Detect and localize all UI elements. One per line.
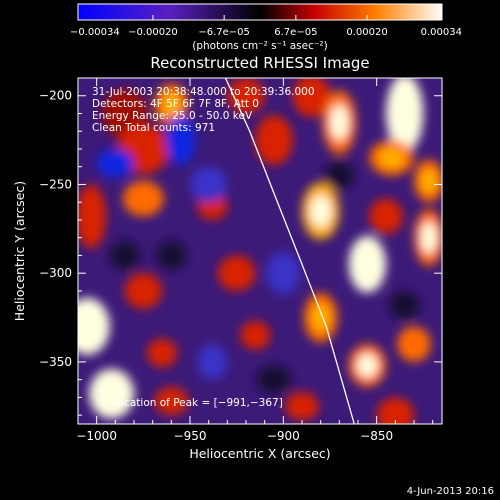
heat-blob bbox=[369, 198, 403, 235]
heat-blob-core bbox=[357, 248, 378, 280]
heat-blob bbox=[96, 148, 134, 178]
heat-blob-core bbox=[379, 148, 404, 168]
colorbar bbox=[77, 3, 443, 21]
heat-blob bbox=[324, 161, 355, 190]
heat-blob-core bbox=[330, 104, 349, 140]
heat-blob bbox=[190, 166, 228, 203]
annotation-energy: Energy Range: 25.0 - 50.0 keV bbox=[92, 110, 253, 122]
annotation-method: Clean Total counts: 971 bbox=[92, 122, 215, 134]
colorbar-tick-label: −6.7e−05 bbox=[198, 27, 250, 38]
heat-blob bbox=[240, 321, 271, 350]
heat-blob bbox=[197, 344, 228, 380]
heat-blob bbox=[227, 78, 265, 114]
y-axis-title: Heliocentric Y (arcsec) bbox=[12, 181, 27, 321]
heat-blob bbox=[154, 386, 189, 416]
heat-blob-core bbox=[99, 380, 124, 408]
heat-blob bbox=[147, 338, 177, 368]
heatmap-image bbox=[78, 78, 442, 424]
heat-blob bbox=[389, 290, 420, 320]
colorbar-tick-label: 0.00020 bbox=[346, 27, 387, 38]
colorbar-tick-label: 6.7e−05 bbox=[274, 27, 317, 38]
heat-blob bbox=[397, 326, 431, 362]
heat-blob-core bbox=[78, 310, 100, 343]
annotation-detectors: Detectors: 4F 5F 6F 7F 8F, Att 0 bbox=[92, 98, 259, 110]
colorbar-tick-label: −0.00034 bbox=[70, 27, 120, 38]
heat-blob-core bbox=[357, 353, 378, 378]
heat-blob-core bbox=[162, 92, 181, 117]
y-tick-label: −350 bbox=[39, 355, 72, 369]
colorbar-unit-label: (photons cm⁻² s⁻¹ asec⁻²) bbox=[192, 40, 327, 52]
x-axis-ticks: −1000 −950 −900 −850 bbox=[76, 78, 434, 443]
heat-blob-core bbox=[420, 169, 438, 193]
x-tick-label: −1000 bbox=[76, 429, 117, 443]
x-tick-label: −950 bbox=[174, 429, 207, 443]
heat-blob-core bbox=[420, 222, 438, 254]
annotation-time-range: 31-Jul-2003 20:38:48.000 to 20:39:36.000 bbox=[92, 86, 315, 98]
y-tick-label: −250 bbox=[39, 177, 72, 191]
heat-blob bbox=[109, 241, 140, 270]
heat-blob-core bbox=[310, 195, 331, 227]
heat-blob bbox=[376, 397, 414, 424]
heat-blob bbox=[165, 115, 196, 165]
solar-limb-line bbox=[224, 78, 355, 424]
heat-blob-core bbox=[394, 92, 415, 135]
heat-blob bbox=[124, 273, 162, 309]
x-axis-title: Heliocentric X (arcsec) bbox=[189, 446, 330, 461]
colorbar-tick-label: −0.00020 bbox=[128, 27, 178, 38]
x-tick-label: −850 bbox=[360, 429, 393, 443]
x-tick-label: −900 bbox=[267, 429, 300, 443]
chart-title: Reconstructed RHESSI Image bbox=[150, 54, 369, 72]
y-tick-label: −200 bbox=[39, 89, 72, 103]
plot-frame bbox=[77, 77, 443, 425]
heat-blob bbox=[266, 251, 301, 295]
heat-blob bbox=[78, 184, 106, 249]
heat-blob bbox=[257, 365, 291, 394]
y-tick-label: −300 bbox=[39, 266, 72, 280]
heat-blob bbox=[255, 115, 293, 165]
heat-blob bbox=[218, 255, 256, 291]
annotation-peak: Location of Peak = [−991,−367] bbox=[112, 397, 283, 409]
heat-blob bbox=[122, 180, 164, 217]
heat-blob bbox=[292, 78, 330, 118]
colorbar-tick-label: 0.00034 bbox=[421, 27, 462, 38]
footer-date: 4-Jun-2013 20:16 bbox=[407, 486, 494, 497]
heat-blob bbox=[285, 392, 319, 421]
heat-blob bbox=[156, 241, 187, 270]
y-axis-ticks: −200 −250 −300 −350 bbox=[39, 77, 442, 416]
colorbar-ticks: −0.00034 −0.00020 −6.7e−05 6.7e−05 0.00020 0.… bbox=[70, 15, 462, 38]
